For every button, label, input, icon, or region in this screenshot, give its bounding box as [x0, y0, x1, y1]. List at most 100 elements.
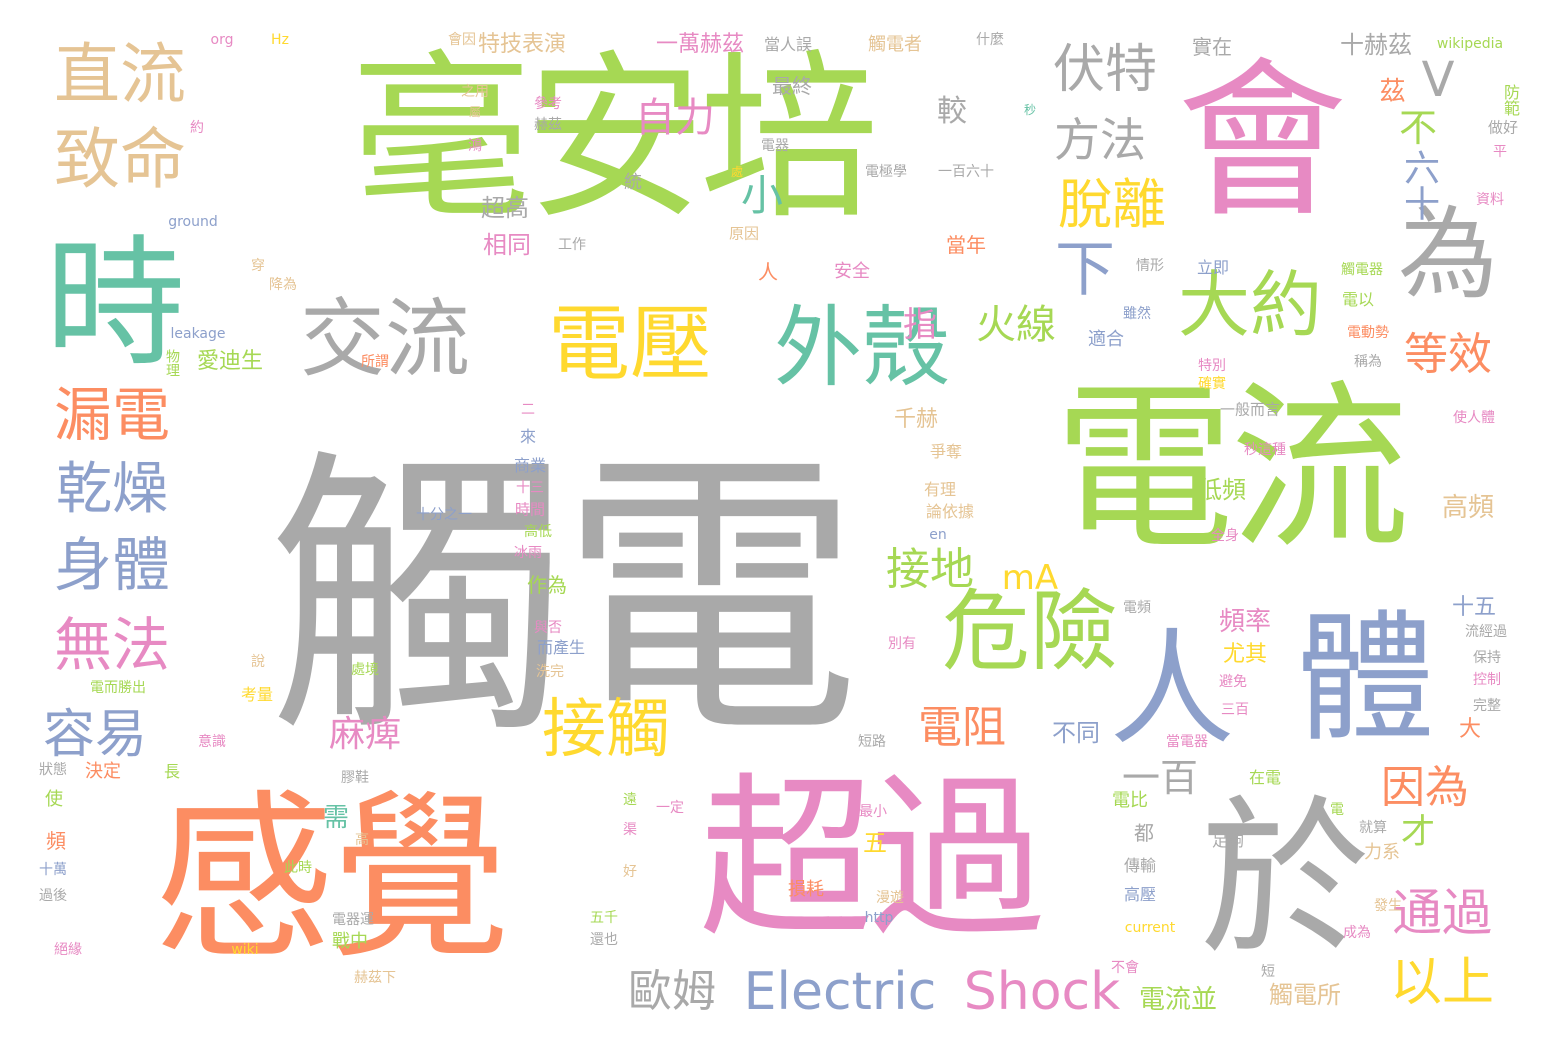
- word: 當人誤: [763, 35, 813, 54]
- word: 觸電: [268, 425, 860, 774]
- word: 爭奪: [929, 442, 963, 461]
- word: wiki: [231, 942, 259, 958]
- word: 洗完: [536, 664, 564, 680]
- word: 危險: [941, 580, 1119, 683]
- word: 自力: [635, 95, 715, 141]
- word: 人: [758, 260, 778, 284]
- word: 決定: [85, 761, 121, 782]
- word: 超過: [699, 758, 1045, 962]
- word: 電阻: [918, 702, 1006, 753]
- word: 十萬: [39, 862, 67, 878]
- word: 無法: [53, 611, 171, 679]
- word: leakage: [170, 326, 226, 342]
- word: 容易: [42, 705, 148, 765]
- word: 外殼: [773, 296, 951, 399]
- word: en: [929, 527, 947, 543]
- word: 過後: [39, 888, 67, 904]
- word: 較: [937, 94, 967, 129]
- word: 遠: [623, 792, 637, 808]
- word: 赫茲: [534, 117, 562, 133]
- word: 直流: [54, 36, 186, 113]
- word: 資料: [1476, 192, 1504, 208]
- word: 都: [1134, 821, 1154, 845]
- word: 短路: [858, 734, 886, 750]
- word: 防範: [1501, 84, 1520, 116]
- word: 處境: [351, 662, 379, 678]
- word: 考量: [240, 685, 274, 704]
- word: 保持: [1473, 650, 1501, 666]
- word: 電而勝出: [90, 680, 146, 696]
- word: 傳輸: [1123, 856, 1157, 875]
- word: 損耗: [788, 879, 824, 900]
- word: 此時: [284, 860, 312, 876]
- word: 電壓: [547, 297, 713, 392]
- word: 足夠: [1211, 831, 1245, 850]
- word: 十三: [516, 480, 544, 496]
- word: 五: [863, 829, 887, 857]
- word: 十赫茲: [1340, 31, 1412, 59]
- word: 渠: [623, 822, 637, 838]
- word: 在電: [1248, 768, 1282, 787]
- word: 適合: [1088, 329, 1124, 350]
- word: 接地: [886, 544, 974, 595]
- word: 小: [740, 171, 784, 220]
- word: 感覺: [153, 775, 510, 984]
- word: 就算: [1359, 820, 1387, 836]
- word: 膠鞋: [341, 770, 369, 786]
- word: http: [864, 910, 894, 926]
- word: 身體: [53, 531, 171, 599]
- word: 控制: [1473, 672, 1501, 688]
- word: 歐姆: [628, 966, 716, 1017]
- word: 立即: [1196, 258, 1230, 277]
- word: 通過: [1392, 884, 1492, 942]
- word: 鴻: [468, 138, 482, 154]
- word: 頻: [46, 829, 66, 853]
- word: 平: [1493, 144, 1507, 160]
- word: 等效: [1404, 329, 1492, 380]
- word: 絕緣: [54, 942, 82, 958]
- word: 不同: [1052, 719, 1100, 747]
- word: 來: [519, 427, 537, 446]
- word: 為: [1398, 196, 1498, 313]
- word: 力系: [1364, 842, 1400, 863]
- word: 電器運: [332, 912, 374, 928]
- word: 全身: [1211, 528, 1239, 544]
- word: 長: [163, 762, 181, 781]
- word: 乾燥: [56, 457, 168, 522]
- word: 屬: [468, 105, 482, 119]
- word: 大: [1458, 717, 1482, 742]
- word: 發生: [1374, 898, 1402, 914]
- word: 之用: [461, 84, 489, 100]
- word: 當年: [946, 233, 986, 257]
- word: 漏電: [53, 381, 171, 449]
- word: 接觸: [542, 693, 670, 767]
- word: 統: [624, 172, 642, 193]
- word: 以上: [1389, 953, 1495, 1013]
- word: 時: [44, 223, 186, 386]
- word: 論依據: [925, 502, 975, 521]
- word: V: [1421, 52, 1455, 108]
- word: 人: [1109, 617, 1235, 763]
- word: 最終: [772, 74, 812, 98]
- word: 參考: [534, 96, 562, 112]
- word: 稱為: [1354, 354, 1382, 370]
- word: 處: [730, 165, 744, 179]
- word: 一定: [656, 800, 684, 816]
- word: 電: [1330, 802, 1344, 818]
- word: 特別: [1198, 358, 1226, 374]
- word: 短: [1261, 964, 1275, 980]
- word: 意識: [198, 734, 226, 750]
- word: 所謂: [361, 354, 389, 370]
- word: 電比: [1112, 790, 1148, 811]
- word: current: [1124, 920, 1176, 936]
- word: 電動勢: [1347, 325, 1389, 341]
- word: 二: [521, 402, 535, 418]
- word: 交流: [299, 290, 471, 390]
- word: 一百六十: [938, 164, 994, 180]
- word: 指: [903, 305, 937, 345]
- word: 高低: [524, 524, 552, 540]
- word: 好: [623, 864, 637, 880]
- word: 降為: [269, 277, 297, 293]
- word: 電頻: [1123, 600, 1151, 616]
